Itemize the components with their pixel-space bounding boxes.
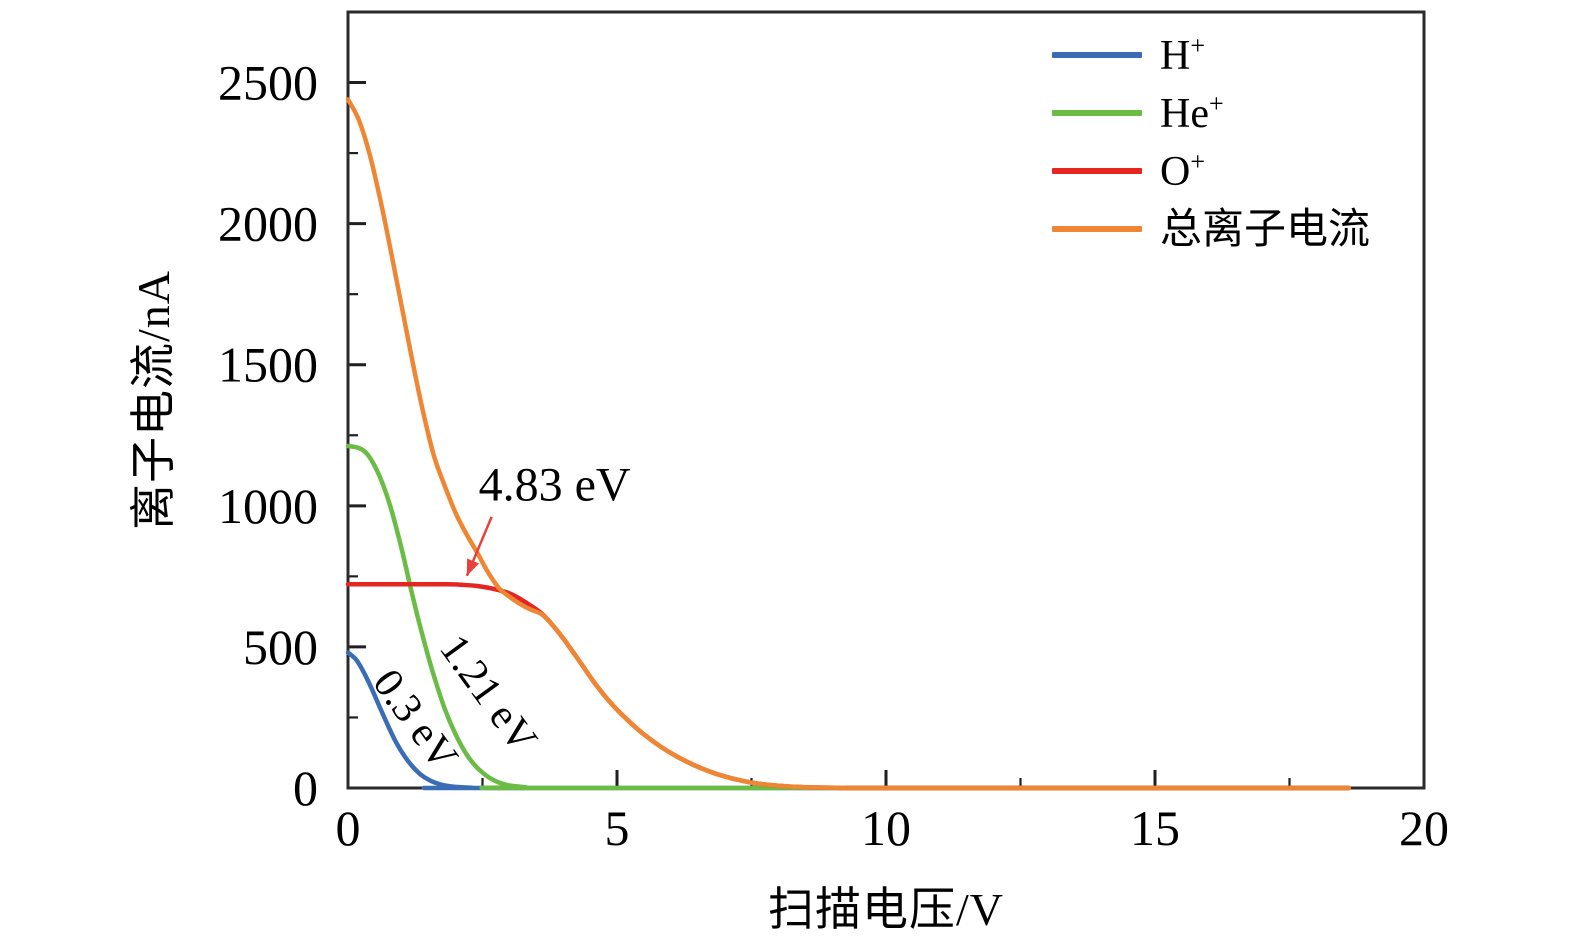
curve-1-he- xyxy=(345,443,1351,791)
legend-label-o-plus: O+ xyxy=(1160,147,1206,195)
annotation-4-83-ev: 4.83 eV xyxy=(478,458,631,512)
legend-line-he-plus xyxy=(1052,110,1142,116)
y-tick-label: 1500 xyxy=(218,337,318,393)
y-tick-label: 1000 xyxy=(218,478,318,534)
y-tick-label: 2000 xyxy=(218,196,318,252)
legend-line-total-ion-current xyxy=(1052,226,1142,232)
y-axis-title: 离子电流/nA xyxy=(128,270,179,530)
legend-item-he-plus: He+ xyxy=(1052,84,1370,142)
x-tick-label: 5 xyxy=(605,800,630,856)
x-axis-title: 扫描电压/V xyxy=(768,884,1004,935)
y-tick-label: 2500 xyxy=(218,55,318,111)
y-tick-label: 500 xyxy=(243,619,318,675)
x-tick-label: 20 xyxy=(1399,800,1449,856)
legend-item-total-ion-current: 总离子电流 xyxy=(1052,200,1370,258)
legend-line-h-plus xyxy=(1052,52,1142,58)
legend-label-total-ion-current: 总离子电流 xyxy=(1160,207,1371,253)
annotation-arrowhead xyxy=(466,558,480,576)
legend-item-h-plus: H+ xyxy=(1052,26,1370,84)
legend-label-h-plus: H+ xyxy=(1160,31,1206,79)
x-tick-label: 0 xyxy=(336,800,361,856)
x-tick-label: 10 xyxy=(861,800,911,856)
legend-label-he-plus: He+ xyxy=(1160,89,1224,137)
x-tick-label: 15 xyxy=(1130,800,1180,856)
legend-item-o-plus: O+ xyxy=(1052,142,1370,200)
curve-3-- xyxy=(345,97,1351,791)
legend: H+ He+ O+ 总离子电流 xyxy=(1052,26,1370,258)
legend-line-o-plus xyxy=(1052,168,1142,174)
y-tick-label: 0 xyxy=(293,760,318,816)
